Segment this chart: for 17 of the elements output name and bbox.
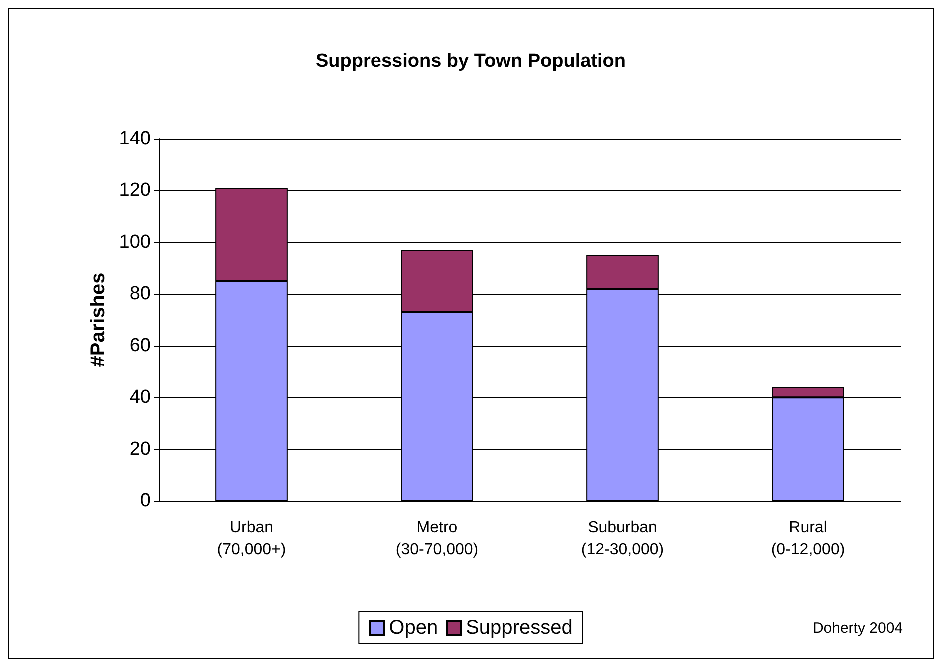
y-tick-label: 40 (130, 387, 151, 408)
y-tick-label: 20 (130, 438, 151, 460)
x-tick-label: Urban (70,000+) (217, 520, 286, 558)
x-tick-label: Suburban (12-30,000) (581, 520, 664, 558)
y-tick-label: 120 (119, 180, 151, 202)
y-axis-title: #Parishes (87, 272, 110, 368)
x-tick-label: Metro (30-70,000) (396, 520, 479, 558)
y-tick-label: 80 (130, 284, 151, 305)
chart-title: Suppressions by Town Population (316, 51, 626, 72)
legend-label: Open (389, 617, 438, 639)
y-tick-label: 100 (119, 232, 151, 253)
x-tick-label: Rural (0-12,000) (771, 520, 846, 558)
legend-label: Suppressed (466, 617, 573, 639)
y-tick-label: 140 (119, 128, 151, 150)
text: Doherty 2004 (812, 620, 904, 637)
y-tick-label: 60 (130, 335, 151, 356)
y-tick-label: 0 (140, 490, 151, 512)
